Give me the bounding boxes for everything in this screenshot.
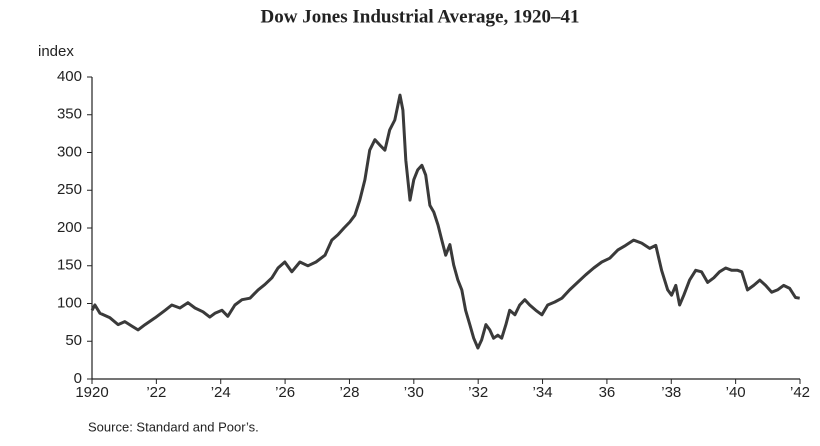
x-tick-label: ’32	[468, 384, 488, 401]
x-tick-label: ’42	[790, 384, 810, 401]
x-tick-label: ’40	[726, 384, 746, 401]
y-tick-label: 0	[74, 370, 82, 387]
y-tick-label: 150	[57, 257, 82, 274]
chart-title: Dow Jones Industrial Average, 1920–41	[261, 6, 580, 27]
x-tick-label: ’30	[404, 384, 424, 401]
y-axis-label: index	[38, 43, 74, 60]
x-tick-label: ’24	[211, 384, 231, 401]
x-tick-label: ’22	[146, 384, 166, 401]
x-tick-label: 1920	[75, 384, 108, 401]
y-tick-label: 400	[57, 68, 82, 85]
y-tick-label: 300	[57, 143, 82, 160]
line-series	[90, 93, 800, 350]
y-tick-label: 100	[57, 294, 82, 311]
x-tick-label: 36	[599, 384, 616, 401]
y-tick-label: 50	[65, 332, 82, 349]
x-tick-label: ’26	[275, 384, 295, 401]
y-tick-label: 350	[57, 106, 82, 123]
x-tick-label: ’38	[661, 384, 681, 401]
x-tick-label: ’34	[533, 384, 553, 401]
source-note: Source: Standard and Poor’s.	[88, 419, 259, 434]
y-tick-label: 250	[57, 181, 82, 198]
y-tick-label: 200	[57, 219, 82, 236]
x-tick-label: ’28	[339, 384, 359, 401]
